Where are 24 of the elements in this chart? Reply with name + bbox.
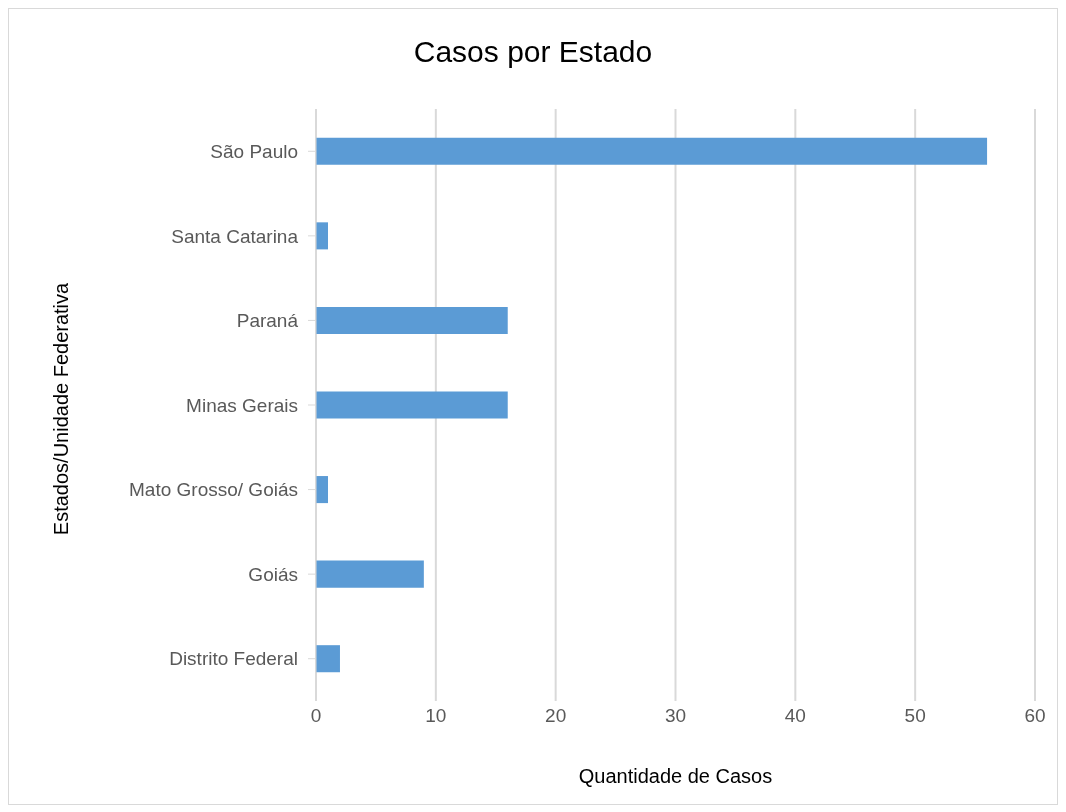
bar [316,222,328,250]
x-tick-label: 30 [664,705,687,727]
bar [316,645,340,673]
bar [316,391,508,419]
y-tick-label: Distrito Federal [169,648,298,670]
y-tick-label: Paraná [236,310,299,332]
x-tick-label: 50 [904,705,926,727]
y-tick-label: São Paulo [210,141,298,163]
x-tick-label: 20 [545,705,567,727]
bar [316,476,328,504]
chart-title: Casos por Estado [412,35,654,69]
bar [316,137,988,165]
y-axis-title: Estados/Unidade Federativa [49,281,73,538]
x-axis-title: Quantidade de Casos [578,765,773,787]
bar [316,306,508,334]
x-tick-label: 10 [425,705,447,727]
y-tick-label: Santa Catarina [171,225,299,247]
x-tick-label: 40 [784,705,806,727]
y-tick-label: Minas Gerais [186,394,298,416]
y-tick-label: Mato Grosso/ Goiás [129,479,298,501]
x-tick-label: 60 [1024,705,1046,727]
bar [316,560,424,588]
y-tick-label: Goiás [248,563,298,585]
x-tick-label: 0 [310,705,322,727]
